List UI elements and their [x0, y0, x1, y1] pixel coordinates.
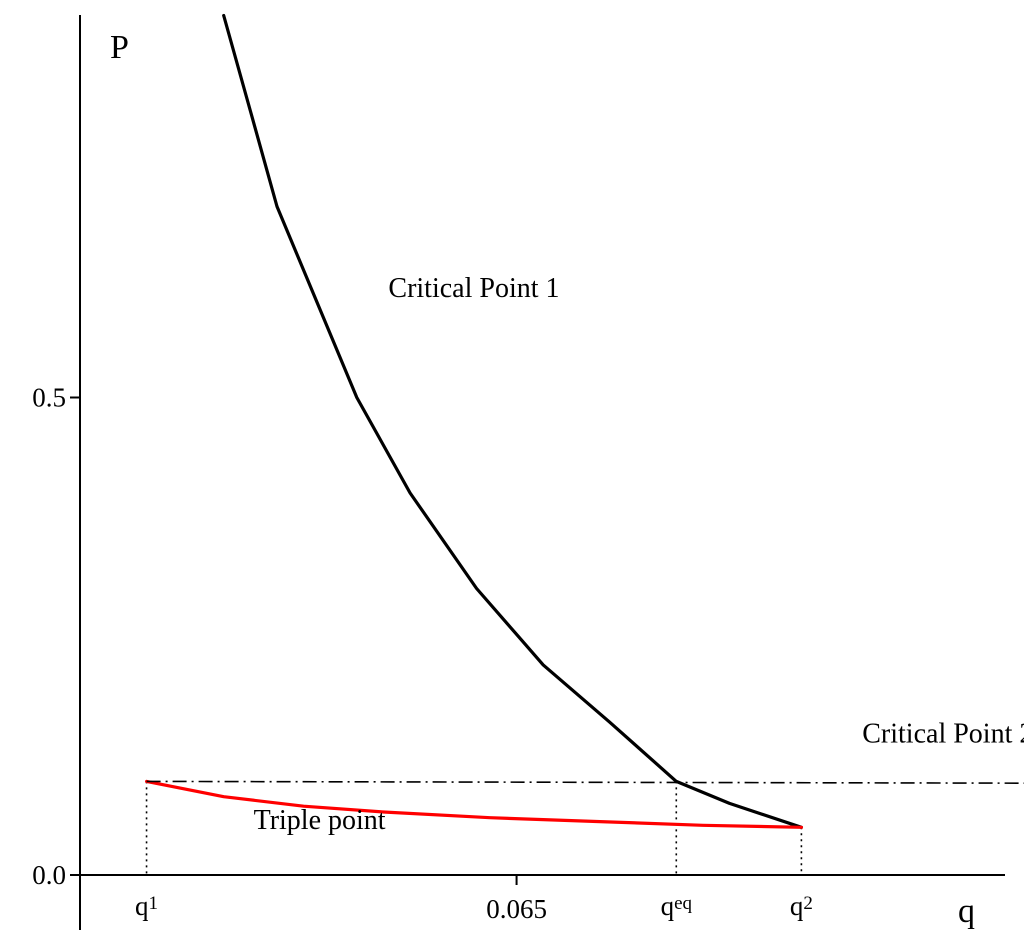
series-line-2 — [145, 779, 803, 829]
series-layer — [145, 13, 1024, 829]
annotation-label: Triple point — [254, 805, 386, 836]
x-tick-label: 0.065 — [486, 894, 547, 924]
annotation-label: Critical Point 1 — [388, 273, 559, 304]
annotation-label: Critical Point 2 — [862, 718, 1024, 749]
series-line-3 — [146, 780, 1024, 784]
series-line-1 — [222, 13, 803, 829]
y-tick-label: 0.0 — [32, 860, 66, 890]
x-mark-label-q2: q2 — [790, 891, 813, 921]
x-mark-label-q1: q1 — [135, 891, 158, 921]
x-mark-label-qeq: qeq — [661, 891, 693, 921]
x-axis-title: q — [958, 893, 975, 930]
y-axis-title: P — [110, 29, 129, 66]
annotations-layer: Critical Point 1 Critical Point 2 Triple p… — [254, 273, 1024, 836]
guide-lines — [145, 781, 803, 875]
ticks-layer: 0.0 0.5 0.065 q1 qeq q2 — [32, 383, 813, 925]
y-tick-label: 0.5 — [32, 383, 66, 413]
